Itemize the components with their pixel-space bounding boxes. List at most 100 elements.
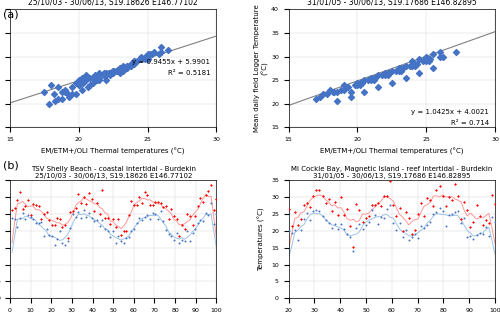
- Point: [162, 204, 170, 209]
- Point: [32, 203, 40, 208]
- Point: [101, 226, 109, 231]
- Point: [136, 216, 143, 221]
- Point: [196, 217, 204, 222]
- Point: [430, 204, 438, 209]
- Point: [114, 68, 122, 73]
- Point: [117, 233, 125, 238]
- Point: [360, 89, 368, 95]
- Point: [334, 226, 342, 231]
- Point: [48, 82, 56, 87]
- Point: [38, 219, 46, 224]
- Point: [360, 78, 368, 83]
- Point: [442, 203, 450, 208]
- Point: [96, 211, 104, 216]
- Point: [26, 214, 34, 219]
- Point: [312, 208, 320, 213]
- Point: [40, 89, 48, 95]
- Point: [430, 212, 438, 217]
- Point: [356, 207, 364, 212]
- Point: [117, 238, 125, 243]
- Point: [26, 212, 34, 217]
- Point: [160, 205, 168, 210]
- Point: [116, 71, 124, 76]
- Point: [411, 232, 419, 237]
- Point: [324, 220, 332, 225]
- Text: y = 0.9455x + 5.9901: y = 0.9455x + 5.9901: [132, 59, 210, 66]
- Point: [390, 203, 398, 208]
- Point: [426, 198, 434, 203]
- Point: [191, 226, 199, 231]
- Point: [77, 201, 85, 206]
- Point: [344, 85, 352, 90]
- Point: [50, 242, 58, 247]
- Point: [425, 59, 433, 64]
- Point: [123, 63, 131, 68]
- Point: [343, 231, 351, 236]
- Point: [333, 99, 341, 104]
- Point: [408, 231, 416, 236]
- Point: [72, 215, 80, 220]
- Point: [65, 94, 73, 99]
- Point: [168, 206, 175, 211]
- Point: [371, 202, 379, 207]
- Point: [464, 207, 471, 212]
- Point: [175, 240, 183, 245]
- Point: [291, 227, 299, 232]
- Point: [164, 231, 172, 236]
- Point: [178, 222, 186, 227]
- Point: [144, 57, 152, 62]
- Point: [96, 224, 104, 229]
- Point: [356, 222, 364, 227]
- Point: [358, 220, 366, 225]
- Point: [123, 63, 131, 68]
- Point: [22, 203, 30, 208]
- Point: [18, 207, 26, 212]
- Point: [372, 75, 380, 80]
- Point: [426, 220, 434, 225]
- Point: [54, 96, 62, 101]
- Point: [300, 216, 308, 221]
- Point: [423, 222, 431, 227]
- Point: [132, 59, 140, 64]
- Point: [346, 94, 354, 99]
- Point: [148, 202, 156, 207]
- Point: [408, 235, 416, 240]
- Point: [75, 78, 83, 83]
- Point: [337, 195, 345, 200]
- Point: [64, 92, 72, 97]
- Point: [337, 87, 345, 92]
- Text: (a): (a): [2, 9, 18, 19]
- Point: [102, 71, 110, 76]
- Point: [133, 203, 141, 208]
- Point: [392, 214, 400, 219]
- Point: [460, 200, 468, 205]
- Point: [148, 52, 156, 57]
- Point: [414, 236, 422, 241]
- Point: [396, 220, 404, 225]
- Point: [136, 57, 144, 62]
- Point: [144, 57, 152, 62]
- Point: [90, 219, 98, 224]
- Point: [464, 234, 471, 239]
- Point: [42, 226, 50, 231]
- Point: [136, 54, 144, 59]
- Point: [346, 234, 354, 239]
- Point: [123, 66, 131, 71]
- Point: [114, 217, 122, 222]
- Point: [207, 201, 215, 206]
- Point: [340, 87, 347, 92]
- Point: [340, 226, 348, 231]
- Point: [340, 212, 348, 217]
- Point: [100, 73, 108, 78]
- Point: [386, 203, 394, 208]
- Point: [64, 239, 72, 244]
- Point: [432, 209, 440, 214]
- Point: [8, 207, 16, 212]
- Point: [466, 234, 474, 239]
- Point: [386, 179, 394, 184]
- Point: [45, 233, 53, 238]
- Point: [53, 236, 61, 241]
- Point: [114, 68, 122, 73]
- Point: [154, 217, 162, 222]
- Point: [383, 193, 391, 198]
